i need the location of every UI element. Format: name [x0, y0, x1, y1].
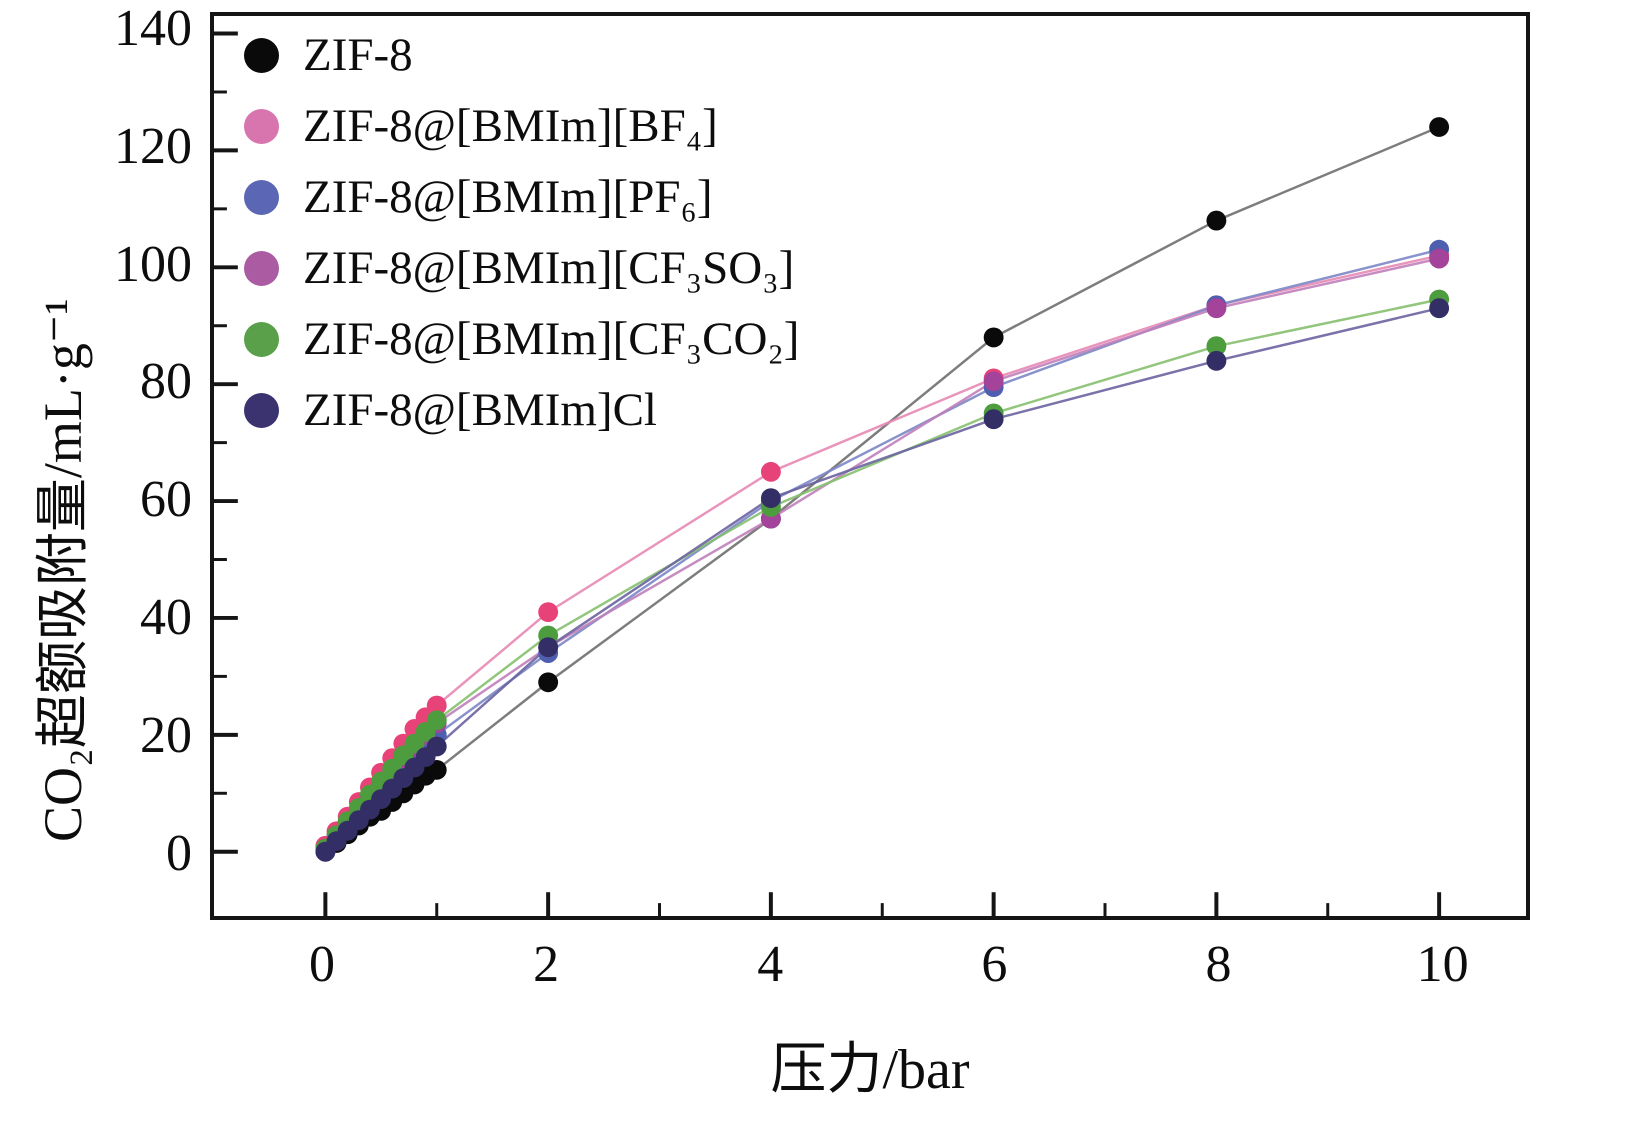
data-point: [426, 695, 447, 716]
y-tick-label: 20: [140, 707, 192, 765]
data-point: [1206, 350, 1227, 371]
x-tick-label: 6: [981, 936, 1008, 993]
y-tick-label: 140: [114, 0, 192, 57]
legend-marker-icon: [244, 109, 279, 144]
data-point: [426, 736, 447, 757]
legend-item: ZIF-8@[BMIm][BF₄]: [244, 91, 799, 162]
data-point: [538, 602, 559, 623]
data-point: [760, 488, 781, 509]
x-tick-label: 2: [533, 936, 560, 993]
data-point: [983, 371, 1004, 392]
x-tick-label: 8: [1205, 936, 1232, 993]
data-point: [426, 710, 447, 731]
y-tick-label: 100: [114, 235, 192, 293]
y-tick-label: 120: [114, 117, 192, 175]
data-point: [760, 461, 781, 482]
y-tick-label: 0: [166, 825, 192, 883]
legend-item: ZIF-8@[BMIm][CF₃SO₃]: [244, 233, 799, 304]
legend-label: ZIF-8@[BMIm][BF₄]: [303, 100, 718, 152]
y-tick-label: 80: [140, 353, 192, 411]
plot-area: ZIF-8 ZIF-8@[BMIm][BF₄] ZIF-8@[BMIm][PF₆] Z…: [210, 12, 1530, 920]
data-point: [538, 637, 559, 658]
legend: ZIF-8 ZIF-8@[BMIm][BF₄] ZIF-8@[BMIm][PF₆] Z…: [244, 20, 799, 446]
legend-marker-icon: [244, 180, 279, 215]
legend-item: ZIF-8: [244, 20, 799, 91]
data-point: [1206, 298, 1227, 319]
legend-marker-icon: [244, 322, 279, 357]
data-point: [1429, 117, 1450, 137]
chart-canvas: [214, 31, 1450, 916]
legend-label: ZIF-8@[BMIm][CF₃SO₃]: [303, 242, 795, 294]
x-tick-label: 10: [1416, 936, 1469, 993]
data-point: [1206, 210, 1227, 231]
legend-label: ZIF-8@[BMIm][PF₆]: [303, 171, 713, 223]
y-tick-label: 40: [140, 589, 192, 647]
legend-label: ZIF-8@[BMIm][CF₃CO₂]: [303, 313, 800, 365]
legend-label: ZIF-8@[BMIm]Cl: [303, 384, 657, 436]
legend-item: ZIF-8@[BMIm][PF₆]: [244, 162, 799, 233]
data-point: [1429, 248, 1450, 269]
legend-marker-icon: [244, 251, 279, 286]
x-tick-label: 0: [309, 936, 336, 993]
legend-item: ZIF-8@[BMIm][CF₃CO₂]: [244, 304, 799, 375]
x-axis-label: 压力/bar: [770, 1039, 970, 1101]
data-point: [426, 759, 447, 780]
data-point: [983, 409, 1004, 430]
data-point: [538, 672, 559, 693]
y-axis-label: CO₂超额吸附量/mL·g⁻¹: [33, 298, 93, 842]
legend-item: ZIF-8@[BMIm]Cl: [244, 375, 799, 446]
data-point: [1206, 336, 1227, 357]
legend-marker-icon: [244, 38, 279, 73]
legend-marker-icon: [244, 393, 279, 428]
data-point: [983, 327, 1004, 348]
x-tick-label: 4: [757, 936, 784, 993]
legend-label: ZIF-8: [303, 29, 413, 81]
y-tick-label: 60: [140, 471, 192, 529]
data-point: [1429, 298, 1450, 319]
